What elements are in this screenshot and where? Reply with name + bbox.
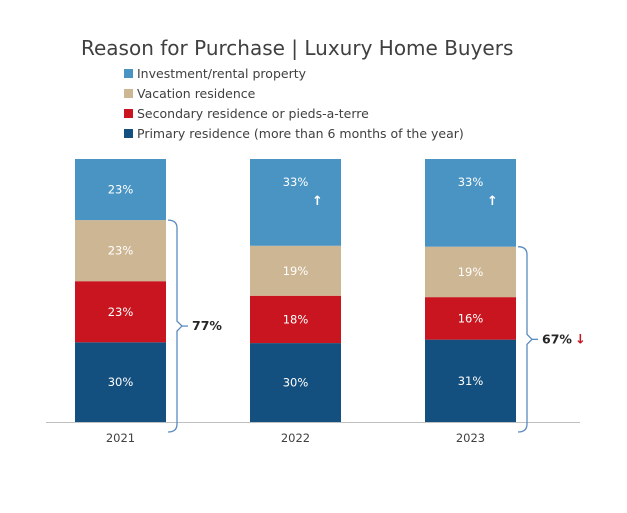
legend-label: Primary residence (more than 6 months of… — [137, 126, 464, 141]
increase-arrow-icon: ↑ — [312, 194, 323, 209]
data-label: 18% — [283, 312, 309, 326]
data-label: 30% — [108, 375, 134, 389]
data-label: 33% — [283, 175, 309, 189]
x-tick-label: 2023 — [456, 431, 485, 445]
legend-swatch — [124, 89, 133, 98]
x-tick-label: 2022 — [281, 431, 310, 445]
data-label: 30% — [283, 376, 309, 390]
bar-segment — [75, 159, 166, 221]
legend-swatch — [124, 109, 133, 118]
legend-swatch — [124, 69, 133, 78]
bracket-total-label: 67% — [542, 331, 572, 346]
annotations: 77% 67% ↓ ↑ ↑ — [167, 194, 586, 433]
legend: Investment/rental property Vacation resid… — [124, 66, 464, 141]
x-tick-label: 2021 — [106, 431, 135, 445]
data-label: 23% — [108, 183, 134, 197]
bar-segment — [75, 281, 166, 343]
legend-swatch — [124, 129, 133, 138]
bar-segment — [75, 342, 166, 422]
data-label: 16% — [458, 311, 484, 325]
decrease-arrow-icon: ↓ — [575, 332, 586, 347]
bar-segment — [250, 159, 341, 246]
bar-segment — [75, 220, 166, 282]
data-label: 19% — [283, 264, 309, 278]
bracket-total-label: 77% — [192, 318, 222, 333]
legend-label: Investment/rental property — [137, 66, 307, 81]
data-label: 31% — [458, 374, 484, 388]
bar-segment — [425, 339, 516, 422]
x-axis-tick-labels: 2021 2022 2023 — [106, 431, 485, 445]
data-label: 33% — [458, 175, 484, 189]
legend-label: Secondary residence or pieds-a-terre — [137, 106, 369, 121]
data-label: 19% — [458, 265, 484, 279]
bar-segment — [250, 343, 341, 422]
bracket — [167, 219, 183, 433]
bars: 30% 23% 23% 23% 30% 18% 19% 33% 31% 16% 19% 33% — [75, 159, 516, 422]
legend-label: Vacation residence — [137, 86, 256, 101]
data-label: 23% — [108, 244, 134, 258]
increase-arrow-icon: ↑ — [487, 194, 498, 209]
bar-segment — [250, 295, 341, 344]
data-label: 23% — [108, 305, 134, 319]
bar-segment — [425, 159, 516, 247]
chart-title: Reason for Purchase | Luxury Home Buyers — [81, 36, 513, 60]
bar-segment — [250, 245, 341, 296]
bar-segment — [425, 297, 516, 340]
bracket — [517, 246, 533, 433]
bar-segment — [425, 246, 516, 298]
